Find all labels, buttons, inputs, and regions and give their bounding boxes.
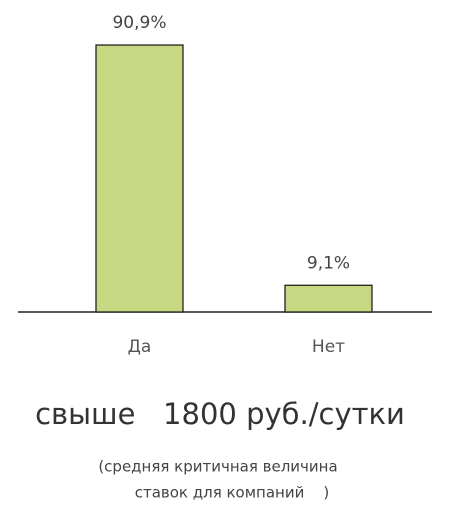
value-label: 90,9% xyxy=(112,13,166,33)
x-tick-label: Да xyxy=(128,337,152,357)
bar xyxy=(284,284,373,313)
note-line: ставок для компаний ) xyxy=(135,484,330,502)
bar xyxy=(95,44,184,313)
note-line: (средняя критичная величина xyxy=(98,458,337,476)
x-tick-label: Нет xyxy=(312,337,345,357)
value-label: 9,1% xyxy=(307,253,350,273)
headline: свыше 1800 руб./сутки xyxy=(35,397,405,431)
